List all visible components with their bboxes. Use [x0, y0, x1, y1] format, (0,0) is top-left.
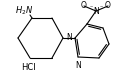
Text: HCl: HCl	[21, 63, 35, 72]
Text: $H_2N$: $H_2N$	[15, 5, 33, 17]
Text: N: N	[66, 33, 72, 43]
Text: N: N	[75, 62, 81, 71]
Text: –: –	[99, 4, 103, 9]
Text: O: O	[105, 1, 111, 10]
Text: –: –	[89, 4, 93, 9]
Text: N: N	[93, 6, 99, 15]
Text: O: O	[81, 1, 87, 10]
